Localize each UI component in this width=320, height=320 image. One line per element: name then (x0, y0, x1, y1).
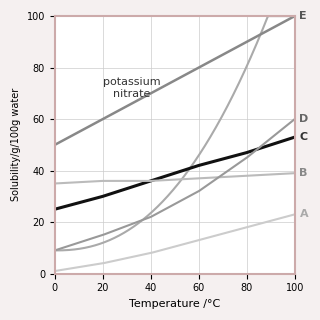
Text: C: C (300, 132, 308, 142)
Text: potassium
nitrate: potassium nitrate (103, 77, 160, 99)
Text: A: A (300, 209, 308, 220)
Text: D: D (300, 114, 309, 124)
X-axis label: Temperature /°C: Temperature /°C (129, 299, 220, 309)
Text: B: B (300, 168, 308, 178)
Y-axis label: Solubility/g/100g water: Solubility/g/100g water (11, 88, 21, 202)
Text: E: E (300, 11, 307, 21)
